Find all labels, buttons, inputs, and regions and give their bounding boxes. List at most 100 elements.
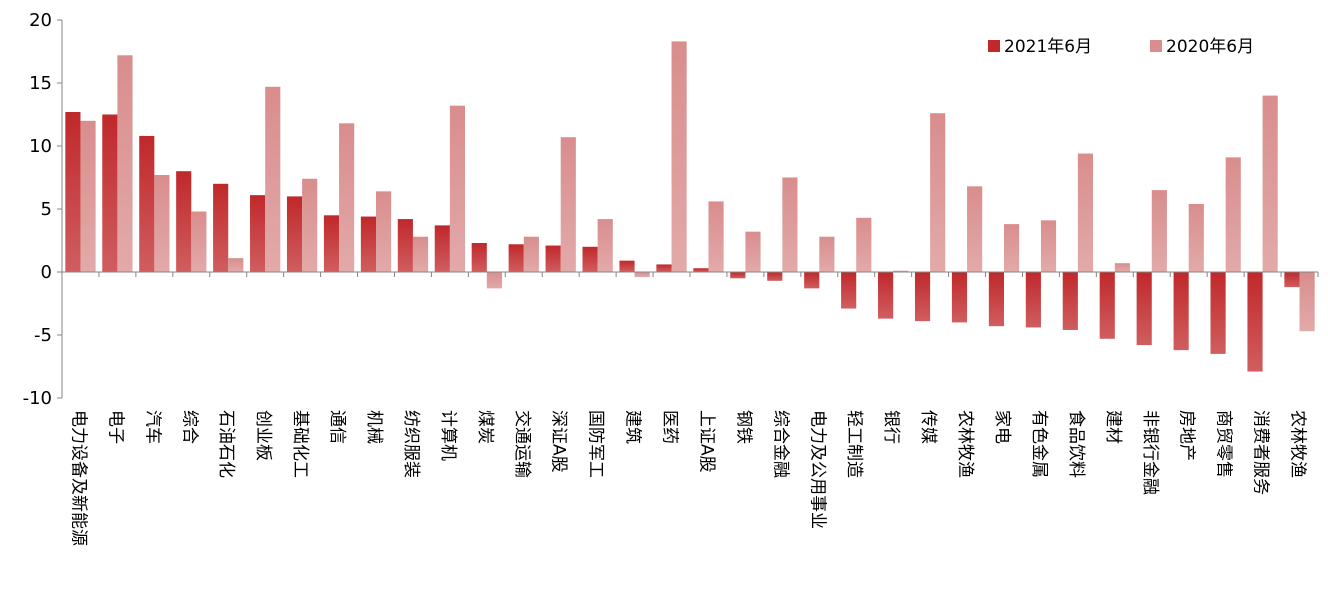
bar-2021-2 <box>139 135 155 272</box>
x-category-label: 家电 <box>992 410 1012 444</box>
x-category-label: 电子 <box>105 410 125 444</box>
x-category-label: 综合金融 <box>770 410 790 478</box>
x-category-label: 综合 <box>179 410 199 444</box>
bar-2021-29 <box>1136 272 1152 346</box>
legend-label-2021: 2021年6月 <box>1004 37 1092 57</box>
x-category-label: 机械 <box>364 410 384 444</box>
bar-2020-8 <box>376 191 392 272</box>
x-category-label: 农林牧渔 <box>1288 410 1308 478</box>
x-category-label: 钢铁 <box>733 410 753 444</box>
x-category-label: 银行 <box>881 410 901 444</box>
y-tick-label: 10 <box>29 136 52 157</box>
bar-2021-12 <box>508 244 524 272</box>
x-axis: 电力设备及新能源 电子 汽车 综合 石油石化 创业板 基础化工 通信 机械 纺织服装 计算机 煤炭 交通… <box>61 271 1319 546</box>
y-tick-label: 0 <box>41 262 52 283</box>
bar-2020-12 <box>523 236 539 272</box>
bar-2021-30 <box>1173 272 1189 351</box>
bar-2020-4 <box>228 258 244 272</box>
bar-2021-25 <box>988 272 1004 327</box>
x-category-label: 农林牧渔 <box>955 410 975 478</box>
x-category-label: 通信 <box>327 410 347 444</box>
bar-2020-22 <box>893 270 909 272</box>
legend-swatch-2021 <box>988 40 1000 52</box>
bar-2021-28 <box>1099 272 1115 339</box>
x-category-label: 消费者服务 <box>1251 410 1271 495</box>
bar-2021-13 <box>545 245 561 272</box>
bar-2020-29 <box>1151 190 1167 272</box>
x-category-label: 汽车 <box>142 410 162 444</box>
bar-2021-15 <box>619 260 635 272</box>
bar-2020-13 <box>560 137 576 272</box>
y-axis: -10 -5 0 5 10 15 20 <box>23 10 63 409</box>
x-category-label: 交通运输 <box>512 410 532 478</box>
bar-2020-33 <box>1299 272 1315 332</box>
bar-2020-10 <box>449 105 466 273</box>
x-category-label: 建材 <box>1103 410 1123 444</box>
bar-2020-32 <box>1262 95 1278 272</box>
x-category-label: 电力及公用事业 <box>807 410 827 529</box>
bar-2021-7 <box>323 215 340 272</box>
x-category-label: 商贸零售 <box>1214 410 1234 478</box>
bar-2021-31 <box>1210 272 1226 354</box>
bar-2021-22 <box>878 272 894 319</box>
bar-2021-18 <box>730 272 746 279</box>
bar-2020-19 <box>782 177 798 272</box>
bar-2021-33 <box>1284 272 1300 288</box>
bar-2021-9 <box>397 219 413 272</box>
bar-2021-17 <box>693 268 709 272</box>
bar-2020-17 <box>708 201 724 272</box>
x-category-label: 非银行金融 <box>1140 410 1160 495</box>
x-category-label: 国防军工 <box>586 410 606 478</box>
bar-2021-8 <box>360 216 376 272</box>
bar-2020-2 <box>154 174 170 272</box>
bar-2020-21 <box>856 217 872 272</box>
y-tick-label: 20 <box>29 10 52 31</box>
bars-group <box>65 41 1315 372</box>
x-category-label: 建筑 <box>623 410 643 444</box>
x-category-label: 纺织服装 <box>401 410 421 478</box>
bar-2021-32 <box>1247 272 1263 372</box>
bar-2021-19 <box>767 272 783 281</box>
x-category-label: 房地产 <box>1177 410 1197 461</box>
bar-2020-6 <box>302 178 318 272</box>
x-category-label: 医药 <box>660 410 680 444</box>
y-tick-label: -10 <box>23 388 52 409</box>
bar-2021-26 <box>1025 272 1041 328</box>
bar-2021-5 <box>250 195 266 272</box>
y-tick-label: -5 <box>34 325 52 346</box>
x-category-label: 石油石化 <box>216 410 236 478</box>
x-category-label: 电力设备及新能源 <box>68 410 88 546</box>
bar-2020-26 <box>1040 220 1057 272</box>
bar-2020-28 <box>1114 263 1130 272</box>
bar-2020-3 <box>191 211 207 272</box>
x-category-label: 轻工制造 <box>844 410 864 478</box>
x-category-label: 计算机 <box>438 410 458 461</box>
bar-2021-14 <box>582 246 598 272</box>
x-category-label: 创业板 <box>253 410 273 461</box>
x-category-label: 传媒 <box>918 410 938 444</box>
x-category-label: 深证A股 <box>549 410 569 473</box>
bar-2020-15 <box>634 272 650 278</box>
bar-2020-20 <box>819 236 835 272</box>
bar-2021-4 <box>213 183 229 272</box>
bar-2020-23 <box>930 113 946 273</box>
x-category-label: 基础化工 <box>290 410 310 478</box>
x-category-label: 有色金属 <box>1029 410 1049 478</box>
y-tick-label: 15 <box>29 73 52 94</box>
bar-2020-24 <box>967 186 983 272</box>
bar-2021-0 <box>65 111 81 272</box>
bar-2020-14 <box>597 219 613 272</box>
bar-2021-16 <box>656 264 672 272</box>
bar-2021-23 <box>914 272 931 322</box>
x-category-label: 食品饮料 <box>1066 410 1086 478</box>
bar-2020-5 <box>265 86 281 272</box>
legend-label-2020: 2020年6月 <box>1166 37 1254 57</box>
bar-2020-1 <box>117 55 133 272</box>
bar-2020-30 <box>1188 203 1204 272</box>
legend: 2021年6月 2020年6月 <box>988 37 1254 57</box>
bar-2020-9 <box>412 236 429 272</box>
bar-2021-10 <box>434 225 450 272</box>
bar-2020-0 <box>80 120 96 272</box>
bar-2020-25 <box>1004 224 1020 272</box>
